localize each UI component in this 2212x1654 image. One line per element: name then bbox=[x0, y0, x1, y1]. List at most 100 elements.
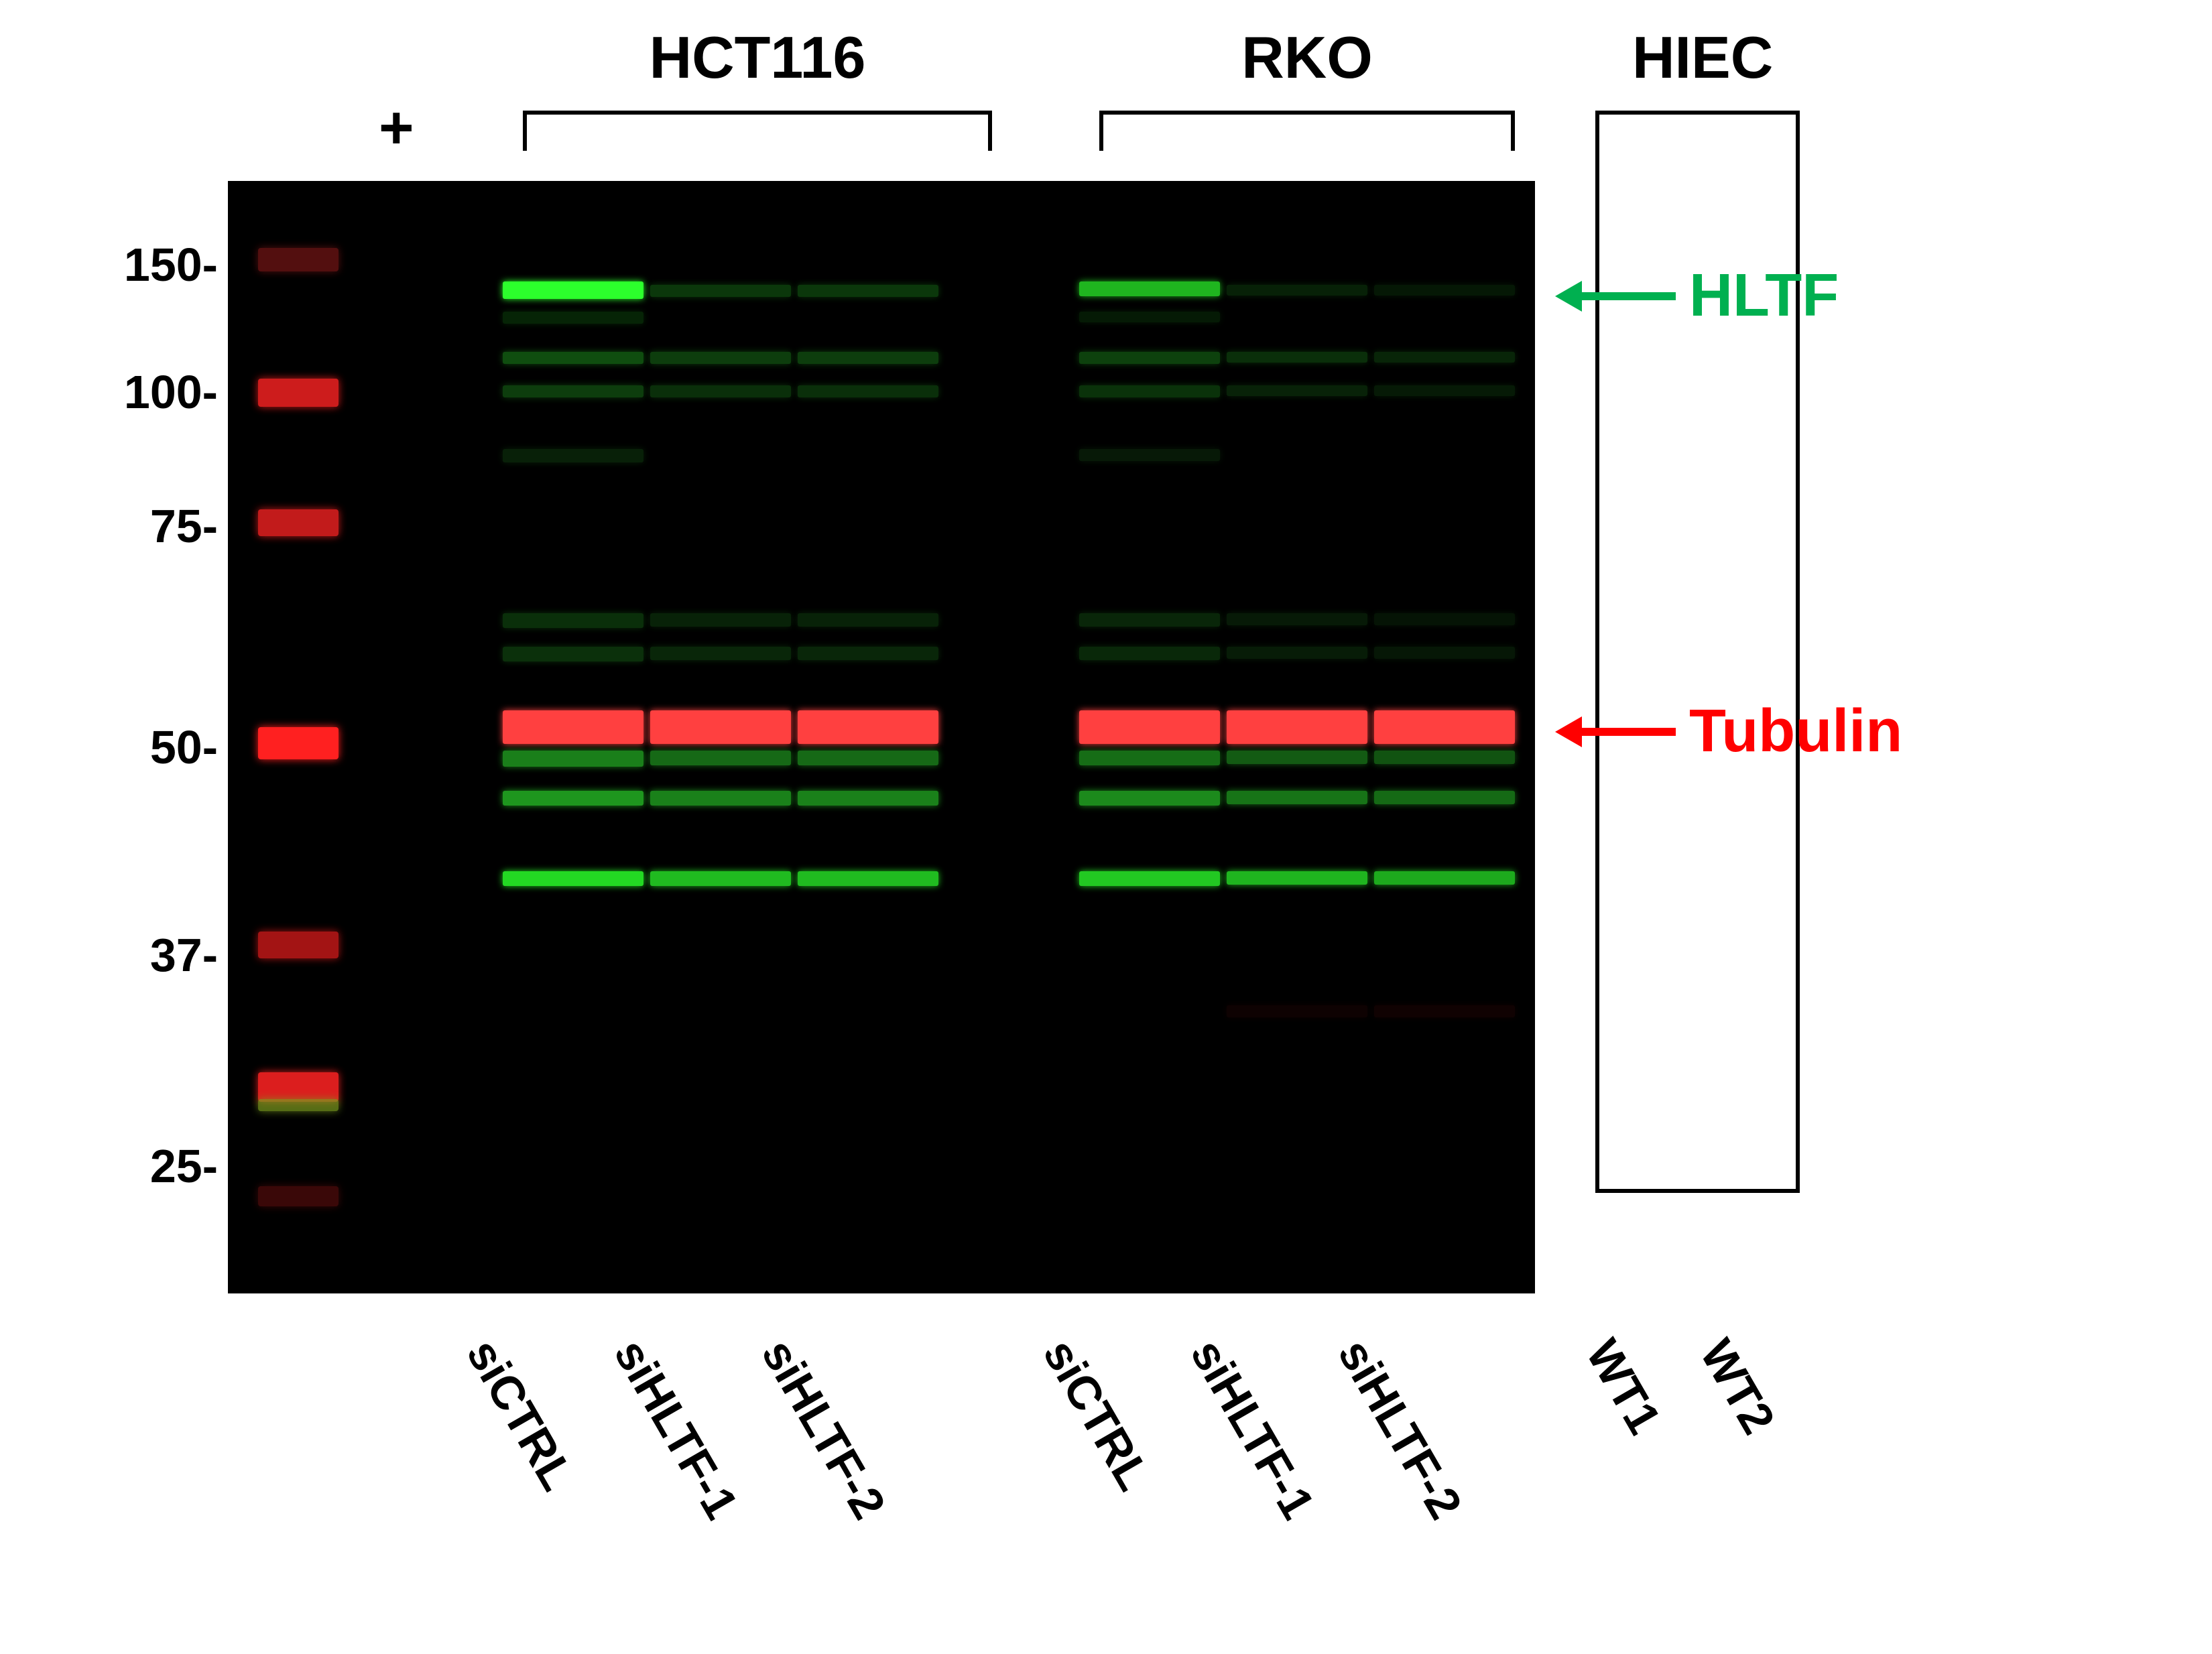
band bbox=[650, 385, 791, 397]
band bbox=[798, 385, 938, 397]
ladder-band bbox=[258, 727, 339, 759]
band bbox=[1374, 1005, 1515, 1017]
band bbox=[1374, 871, 1515, 885]
lane-label: siHLTF-1 bbox=[1180, 1330, 1325, 1528]
band bbox=[503, 385, 643, 397]
group-label-rko: RKO bbox=[1099, 23, 1515, 92]
band bbox=[1227, 871, 1367, 885]
lane-label: siHLTF-1 bbox=[604, 1330, 749, 1528]
band bbox=[650, 791, 791, 806]
band bbox=[1227, 613, 1367, 625]
band bbox=[798, 751, 938, 765]
band bbox=[1079, 791, 1220, 806]
ladder-band bbox=[258, 248, 339, 271]
band bbox=[650, 352, 791, 364]
lane-label: siHLTF-2 bbox=[751, 1330, 896, 1528]
band-tubulin bbox=[1079, 710, 1220, 744]
mw-marker-150: 150- bbox=[87, 238, 218, 292]
band bbox=[1374, 791, 1515, 804]
band bbox=[1374, 613, 1515, 625]
band bbox=[798, 352, 938, 364]
ladder-band bbox=[258, 1072, 339, 1102]
band bbox=[503, 871, 643, 886]
band-tubulin bbox=[1227, 710, 1367, 744]
band bbox=[1227, 385, 1367, 396]
figure-container: + HCT116 RKO HIEC 150- 100- 75- 50- 37- … bbox=[0, 0, 2212, 1654]
band-hltf bbox=[503, 281, 643, 299]
band bbox=[503, 352, 643, 364]
arrow-hltf-text: HLTF bbox=[1689, 261, 1839, 330]
band bbox=[798, 871, 938, 886]
band bbox=[503, 613, 643, 628]
band-tubulin bbox=[798, 710, 938, 744]
mw-marker-50: 50- bbox=[87, 720, 218, 774]
band-tubulin bbox=[503, 710, 643, 744]
lane-label: siCTRL bbox=[456, 1330, 585, 1499]
mw-marker-37: 37- bbox=[87, 928, 218, 982]
arrow-tubulin-text: Tubulin bbox=[1689, 697, 1902, 766]
lane-label: WT1 bbox=[1576, 1330, 1672, 1443]
band-hltf bbox=[1227, 285, 1367, 296]
band bbox=[650, 871, 791, 886]
arrow-tubulin: Tubulin bbox=[1555, 697, 1902, 766]
band bbox=[1079, 449, 1220, 461]
model-bracket-top bbox=[1595, 111, 1800, 115]
ladder-band bbox=[258, 1099, 339, 1111]
group-bracket-hct116-top bbox=[523, 111, 992, 115]
band bbox=[1079, 647, 1220, 660]
band bbox=[798, 613, 938, 627]
model-bracket-bottom bbox=[1595, 1189, 1800, 1193]
group-bracket-hct116-right bbox=[988, 111, 992, 151]
group-bracket-rko-top bbox=[1099, 111, 1515, 115]
band bbox=[650, 751, 791, 765]
model-label-hiec: HIEC bbox=[1632, 23, 1766, 92]
ladder-band bbox=[258, 509, 339, 536]
band bbox=[798, 791, 938, 806]
arrow-left-icon bbox=[1555, 273, 1676, 320]
band bbox=[650, 613, 791, 627]
band bbox=[1227, 791, 1367, 804]
mw-marker-25: 25- bbox=[87, 1139, 218, 1193]
lane-label: siHLTF-2 bbox=[1328, 1330, 1473, 1528]
group-label-hct116: HCT116 bbox=[523, 23, 992, 92]
group-bracket-rko-left bbox=[1099, 111, 1103, 151]
mw-marker-100: 100- bbox=[87, 365, 218, 419]
band bbox=[1079, 352, 1220, 364]
band bbox=[503, 791, 643, 806]
lane-label: siCTRL bbox=[1033, 1330, 1162, 1499]
band bbox=[503, 647, 643, 661]
band bbox=[1227, 751, 1367, 764]
band bbox=[1079, 871, 1220, 886]
band bbox=[1079, 385, 1220, 397]
lane-label: WT2 bbox=[1690, 1330, 1786, 1443]
band bbox=[650, 647, 791, 660]
band bbox=[798, 647, 938, 660]
band bbox=[1079, 613, 1220, 627]
band bbox=[503, 449, 643, 462]
mw-marker-75: 75- bbox=[87, 499, 218, 553]
band-hltf bbox=[1374, 285, 1515, 296]
band-tubulin bbox=[1374, 710, 1515, 744]
band bbox=[503, 312, 643, 324]
plus-label: + bbox=[379, 94, 414, 163]
arrow-left-icon bbox=[1555, 708, 1676, 755]
band bbox=[1374, 385, 1515, 396]
arrow-hltf: HLTF bbox=[1555, 261, 1839, 330]
band bbox=[1227, 647, 1367, 659]
band bbox=[1227, 352, 1367, 363]
band bbox=[1374, 352, 1515, 363]
band bbox=[1079, 751, 1220, 765]
ladder-band bbox=[258, 379, 339, 407]
band bbox=[1374, 647, 1515, 659]
group-bracket-hct116-left bbox=[523, 111, 527, 151]
band-hltf bbox=[650, 285, 791, 297]
band bbox=[1374, 751, 1515, 764]
band-hltf bbox=[798, 285, 938, 297]
band bbox=[503, 751, 643, 767]
band bbox=[1227, 1005, 1367, 1017]
ladder-band bbox=[258, 932, 339, 958]
band-hltf bbox=[1079, 281, 1220, 296]
ladder-band bbox=[258, 1186, 339, 1206]
group-bracket-rko-right bbox=[1511, 111, 1515, 151]
western-blot-image bbox=[228, 181, 1535, 1293]
